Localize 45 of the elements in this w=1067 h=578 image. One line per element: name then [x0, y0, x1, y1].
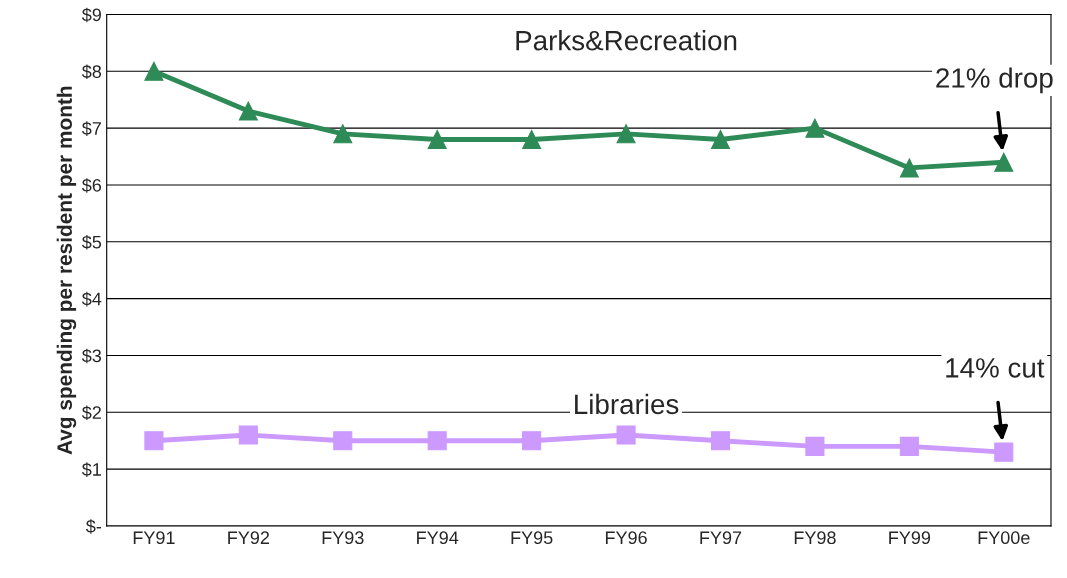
point [144, 61, 164, 81]
x-tick-label: FY97 [700, 531, 742, 545]
point [144, 431, 164, 451]
x-tick-label: FY95 [511, 531, 553, 545]
x-tick-label: FY94 [417, 531, 459, 545]
point [522, 129, 542, 150]
y-tick-label: $9 [81, 7, 101, 23]
x-tick-label: FY92 [228, 531, 270, 545]
x-tick-label: FY96 [605, 531, 647, 545]
y-tick-label: $5 [81, 234, 102, 250]
annotation: 14% cut [946, 358, 1045, 378]
point [333, 431, 353, 451]
point [994, 442, 1014, 462]
point [710, 431, 731, 451]
point [805, 436, 825, 456]
point [522, 431, 542, 451]
point [994, 152, 1014, 172]
point [238, 425, 258, 445]
series-label: Libraries [575, 393, 679, 415]
x-tick-label: FY99 [889, 531, 931, 545]
y-tick-label: $1 [81, 462, 101, 477]
point [710, 129, 731, 150]
point [805, 118, 825, 138]
y-tick-label: $8 [81, 64, 102, 80]
point [899, 158, 919, 178]
y-tick-label: $4 [81, 291, 102, 307]
point [427, 129, 447, 150]
point [333, 124, 353, 144]
y-axis-title: Avg spending per resident per month [56, 86, 77, 455]
y-tick-label: $6 [81, 178, 102, 193]
x-tick-label: FY93 [322, 531, 364, 545]
y-tick-label: $7 [81, 121, 101, 136]
point [427, 431, 447, 451]
y-tick-label: $- [85, 519, 102, 534]
y-tick-label: $3 [81, 348, 102, 364]
point [238, 101, 258, 121]
x-tick-label: FY98 [794, 531, 836, 545]
x-tick-label: FY00e [978, 531, 1030, 545]
x-tick-label: FY91 [133, 531, 175, 545]
y-tick-label: $2 [81, 405, 101, 421]
annotation: 21% drop [936, 67, 1053, 94]
point [616, 425, 636, 445]
point [616, 124, 636, 144]
text: Parks&Recreation [516, 30, 737, 51]
point [899, 436, 919, 456]
